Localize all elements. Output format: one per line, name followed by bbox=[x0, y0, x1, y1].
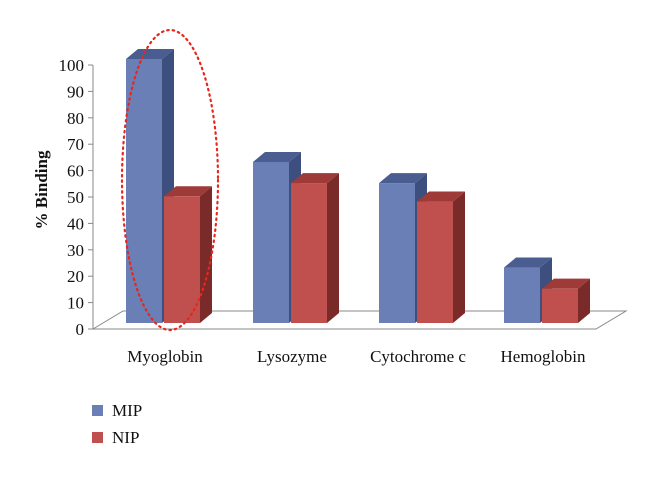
y-tick-label: 90 bbox=[67, 82, 84, 101]
highlight-ellipse bbox=[120, 28, 220, 332]
x-tick-label: Cytochrome c bbox=[370, 347, 466, 366]
y-tick-label: 100 bbox=[59, 56, 85, 75]
x-tick-label: Hemoglobin bbox=[501, 347, 586, 366]
bar-top bbox=[542, 278, 590, 289]
y-tick-label: 50 bbox=[67, 188, 84, 207]
y-axis-label: % Binding bbox=[32, 150, 51, 229]
bar-top bbox=[379, 173, 427, 184]
legend-swatch-mip bbox=[92, 405, 103, 416]
legend-label-nip: NIP bbox=[112, 428, 139, 447]
bar-nip-cytochrome-c bbox=[417, 191, 465, 323]
highlight bbox=[120, 28, 220, 332]
bar-top bbox=[253, 151, 301, 162]
legend-label-mip: MIP bbox=[112, 401, 142, 420]
bar-front bbox=[417, 201, 453, 323]
bar-nip-myoglobin bbox=[164, 186, 212, 323]
category-labels: Myoglobin Lysozyme Cytochrome c Hemoglobin bbox=[127, 347, 586, 366]
y-tick-label: 60 bbox=[67, 162, 84, 181]
bar-side bbox=[453, 191, 465, 323]
bar-side bbox=[578, 278, 590, 323]
bar-top bbox=[417, 191, 465, 202]
y-tick-label: 40 bbox=[67, 214, 84, 233]
floor-plane bbox=[91, 310, 628, 330]
y-tick-label: 20 bbox=[67, 267, 84, 286]
y-tick-label: 30 bbox=[67, 241, 84, 260]
bar-top bbox=[126, 49, 174, 59]
y-tick-label: 0 bbox=[76, 320, 85, 339]
y-tick-label: 70 bbox=[67, 135, 84, 154]
bars bbox=[126, 49, 590, 323]
legend-swatch-nip bbox=[92, 432, 103, 443]
bar-side bbox=[200, 186, 212, 323]
bar-top bbox=[164, 186, 212, 197]
bar-front bbox=[126, 59, 162, 323]
bar-top bbox=[504, 257, 552, 268]
x-tick-label: Lysozyme bbox=[257, 347, 327, 366]
bar-mip-myoglobin bbox=[126, 49, 174, 323]
bar-front bbox=[164, 196, 200, 323]
bar-front bbox=[379, 183, 415, 323]
y-tick-label: 10 bbox=[67, 294, 84, 313]
bar-front bbox=[253, 161, 289, 323]
x-tick-label: Myoglobin bbox=[127, 347, 203, 366]
bar-front bbox=[542, 288, 578, 323]
bar-side bbox=[327, 173, 339, 323]
legend: MIP NIP bbox=[92, 401, 142, 447]
bar-front bbox=[291, 183, 327, 323]
bar-front bbox=[504, 267, 540, 323]
bar-top bbox=[291, 173, 339, 184]
y-tick-label: 80 bbox=[67, 109, 84, 128]
bar-nip-hemoglobin bbox=[542, 278, 590, 323]
y-ticks: 0 10 20 30 40 50 60 70 80 90 100 bbox=[59, 56, 93, 339]
bar-nip-lysozyme bbox=[291, 173, 339, 323]
